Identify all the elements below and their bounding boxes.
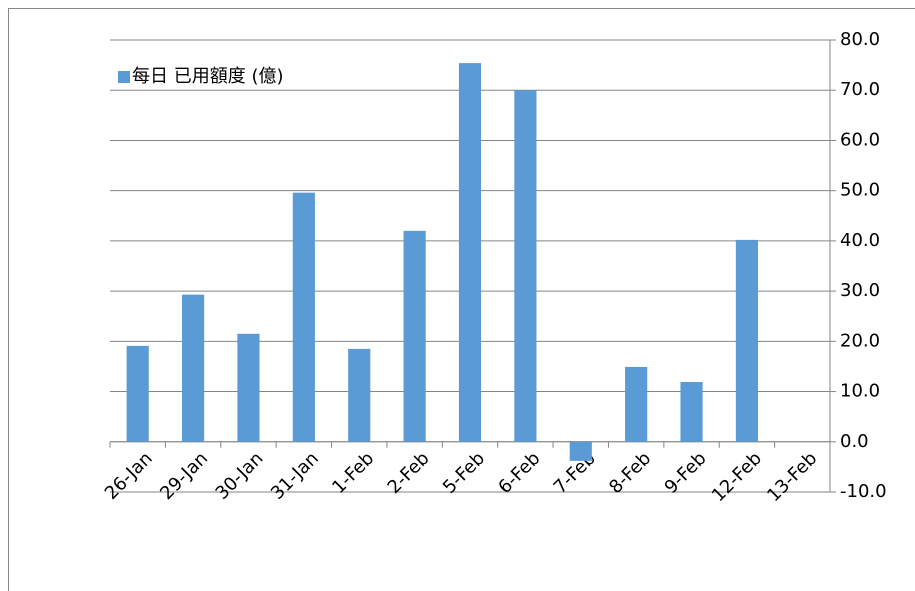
y-tick-label: 70.0 bbox=[840, 79, 880, 100]
y-tick-label: 40.0 bbox=[840, 230, 880, 251]
x-tick-label: 2-Feb bbox=[384, 448, 434, 498]
bar bbox=[126, 345, 149, 442]
bar bbox=[458, 63, 482, 442]
bar bbox=[237, 333, 260, 442]
y-tick-label: 20.0 bbox=[840, 330, 880, 351]
x-tick-label: 1-Feb bbox=[328, 448, 378, 498]
y-tick-label: 0.0 bbox=[840, 431, 869, 452]
x-tick-label: 31-Jan bbox=[267, 448, 323, 504]
x-tick-label: 12-Feb bbox=[708, 448, 766, 506]
bar bbox=[514, 90, 537, 442]
x-tick-label: 9-Feb bbox=[661, 448, 711, 498]
x-tick-label: 6-Feb bbox=[494, 448, 544, 498]
x-tick-label: 13-Feb bbox=[763, 448, 821, 506]
bar bbox=[680, 382, 703, 442]
x-tick-label: 5-Feb bbox=[439, 448, 489, 498]
bar bbox=[569, 441, 592, 461]
x-tick-label: 8-Feb bbox=[605, 448, 655, 498]
y-tick-label: 10.0 bbox=[840, 381, 880, 402]
bar bbox=[292, 192, 315, 442]
bar bbox=[182, 294, 205, 442]
chart-border bbox=[8, 8, 915, 591]
bar bbox=[403, 230, 426, 442]
bar bbox=[348, 348, 371, 442]
legend-swatch bbox=[118, 71, 130, 83]
x-tick-label: 26-Jan bbox=[101, 448, 157, 504]
x-tick-label: 29-Jan bbox=[156, 448, 212, 504]
legend-label: 每日 已用額度 (億) bbox=[132, 66, 284, 87]
y-tick-label: 80.0 bbox=[840, 29, 880, 50]
y-tick-label: 50.0 bbox=[840, 180, 880, 201]
bar bbox=[735, 239, 758, 442]
y-tick-label: -10.0 bbox=[840, 481, 887, 502]
x-tick-label: 30-Jan bbox=[212, 448, 268, 504]
bar bbox=[625, 366, 648, 442]
y-tick-label: 30.0 bbox=[840, 280, 880, 301]
y-tick-label: 60.0 bbox=[840, 129, 880, 150]
